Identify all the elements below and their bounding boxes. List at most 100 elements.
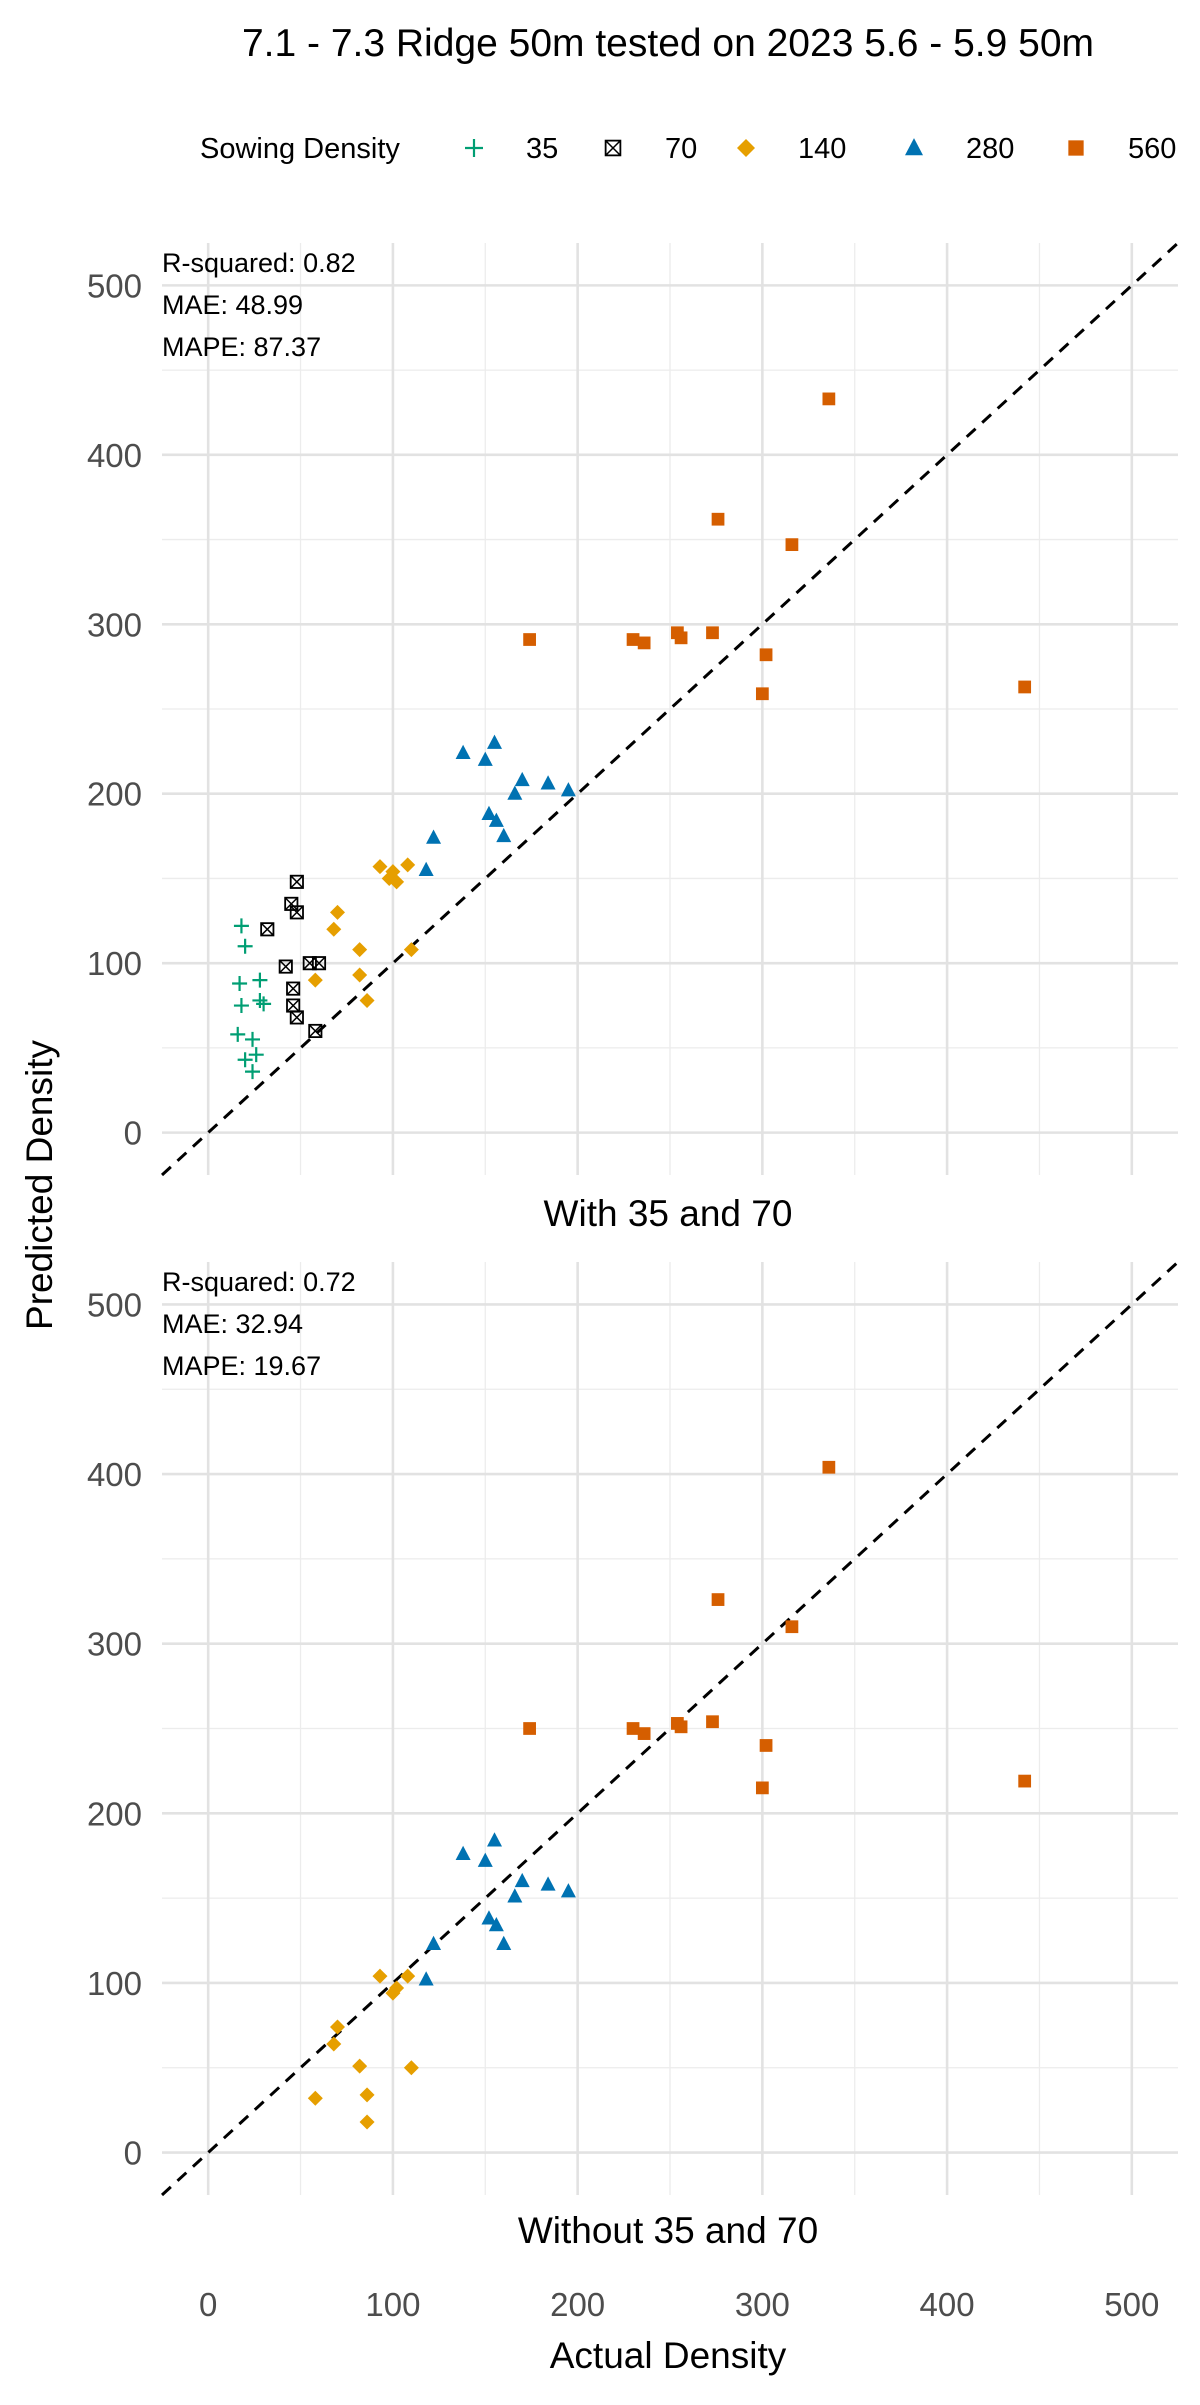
point-280	[487, 1832, 503, 1847]
point-280	[514, 771, 530, 787]
point-70	[278, 959, 293, 974]
point-35	[237, 938, 253, 954]
point-280	[560, 1883, 576, 1898]
point-280	[496, 827, 512, 843]
point-280	[426, 829, 442, 844]
series-140	[307, 1968, 419, 2130]
x-tick-label: 200	[550, 2286, 605, 2323]
point-35	[233, 998, 249, 1014]
y-axis-label: Predicted Density	[19, 1040, 60, 1330]
point-560	[1018, 1774, 1032, 1788]
point-280	[514, 1872, 530, 1888]
x-tick-label: 100	[365, 2286, 420, 2323]
point-140	[352, 967, 368, 983]
point-140	[403, 2060, 419, 2076]
x-tick-label: 500	[1104, 2286, 1159, 2323]
point-140	[359, 992, 375, 1008]
point-560	[637, 636, 651, 650]
point-35	[256, 996, 272, 1012]
point-70	[308, 1023, 323, 1039]
point-140	[385, 1985, 401, 2001]
point-280	[507, 785, 523, 800]
point-560	[822, 392, 836, 406]
point-140	[400, 857, 416, 873]
point-560	[706, 626, 719, 640]
point-70	[289, 874, 304, 889]
point-35	[245, 1031, 261, 1047]
point-280	[481, 1910, 497, 1925]
y-tick-label: 500	[87, 1286, 142, 1323]
x-tick-label: 400	[920, 2286, 975, 2323]
point-560	[711, 512, 725, 526]
point-140	[307, 972, 323, 988]
point-70	[289, 1010, 304, 1025]
y-tick-label: 500	[87, 267, 142, 304]
y-tick-label: 0	[124, 1115, 142, 1152]
point-560	[755, 687, 769, 701]
point-140	[329, 904, 345, 920]
point-35	[252, 972, 268, 988]
point-140	[359, 2114, 375, 2130]
panel-2: 0 100 200 300 400 500 R-squared: 0.72 MAE: 32.9…	[87, 1260, 1180, 2251]
point-560	[674, 1720, 688, 1734]
point-280	[487, 734, 503, 749]
point-280	[540, 1876, 556, 1891]
point-560	[626, 633, 640, 646]
point-560	[759, 648, 773, 662]
panels: 0 100 200 300 400 500 R-squared: 0.82 MAE: 48.9…	[87, 241, 1180, 2323]
x-tick-label: 0	[199, 2286, 217, 2323]
point-140	[400, 1968, 416, 1984]
legend-key-560	[1068, 140, 1084, 156]
point-280	[455, 1845, 471, 1861]
point-560	[711, 1593, 725, 1606]
point-280	[560, 782, 576, 797]
point-35	[232, 976, 248, 992]
point-140	[403, 942, 419, 958]
point-560	[706, 1715, 719, 1729]
point-280	[540, 775, 556, 790]
point-280	[477, 1852, 493, 1867]
legend-label-280: 280	[966, 133, 1014, 165]
point-35	[252, 992, 268, 1008]
x-axis-label: Actual Density	[550, 2335, 787, 2376]
series-280	[418, 734, 576, 876]
legend-title: Sowing Density	[200, 133, 400, 165]
point-560	[637, 1727, 651, 1740]
point-560	[1018, 680, 1032, 694]
stat-annotation: R-squared: 0.82	[162, 248, 356, 278]
point-560	[785, 1620, 799, 1634]
point-140	[372, 859, 388, 875]
point-140	[352, 942, 368, 958]
point-35	[237, 1052, 253, 1068]
point-70	[286, 981, 301, 996]
y-tick-label: 300	[87, 1626, 142, 1663]
y-tick-label: 300	[87, 606, 142, 643]
point-280	[481, 805, 497, 821]
series-560	[523, 1460, 1032, 1795]
point-280	[455, 744, 471, 760]
point-560	[523, 633, 536, 646]
series-560	[523, 392, 1032, 701]
stat-annotation: MAPE: 19.67	[162, 1351, 321, 1381]
point-280	[418, 861, 434, 876]
series-140	[307, 857, 419, 1008]
point-140	[307, 2090, 323, 2106]
y-tick-label: 100	[87, 945, 142, 982]
point-280	[488, 1917, 504, 1932]
point-560	[785, 538, 799, 552]
legend-key-280	[905, 138, 923, 156]
point-280	[488, 812, 504, 827]
point-35	[245, 1064, 261, 1080]
point-560	[755, 1781, 769, 1795]
y-tick-label: 200	[87, 1795, 142, 1832]
y-tick-label: 0	[124, 2135, 142, 2172]
point-280	[496, 1935, 512, 1950]
point-560	[822, 1460, 836, 1474]
stat-annotation: R-squared: 0.72	[162, 1267, 356, 1297]
y-tick-label: 400	[87, 1456, 142, 1493]
point-140	[359, 2087, 375, 2103]
point-70	[260, 922, 275, 937]
point-35	[233, 918, 249, 934]
